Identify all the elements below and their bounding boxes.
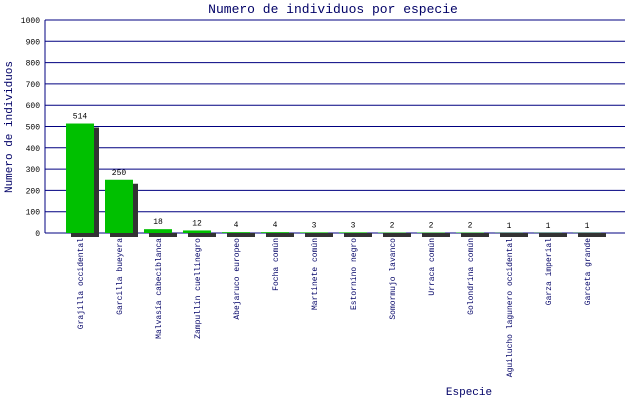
y-tick-label: 800 bbox=[26, 60, 41, 69]
data-label: 1 bbox=[585, 222, 590, 231]
chart-title: Numero de individuos por especie bbox=[208, 2, 458, 17]
bar bbox=[66, 123, 94, 233]
bar-shadow bbox=[305, 233, 333, 237]
x-tick-label: Zampullín cuellinegro bbox=[194, 238, 203, 339]
y-tick-label: 500 bbox=[26, 124, 41, 133]
y-tick-label: 900 bbox=[26, 38, 41, 47]
bar-shadow bbox=[461, 233, 489, 237]
data-label: 2 bbox=[468, 222, 473, 231]
x-tick-label: Garcilla bueyera bbox=[116, 238, 125, 315]
y-tick-label: 600 bbox=[26, 102, 41, 111]
y-tick-label: 0 bbox=[35, 230, 40, 239]
bar bbox=[261, 232, 289, 233]
x-tick-label: Estornino negro bbox=[350, 238, 359, 310]
y-tick-label: 100 bbox=[26, 209, 41, 218]
bar-shadow bbox=[344, 233, 372, 237]
x-tick-label: Aguilucho lagunero occidental bbox=[506, 238, 515, 377]
x-axis-label: Especie bbox=[446, 387, 492, 399]
bar-shadow bbox=[266, 233, 294, 237]
bar bbox=[300, 232, 328, 233]
bar-shadow bbox=[578, 233, 606, 237]
data-label: 18 bbox=[153, 218, 163, 227]
bar-shadow bbox=[188, 233, 216, 237]
data-label: 3 bbox=[351, 221, 356, 230]
x-tick-label: Abejaruco europeo bbox=[233, 238, 242, 320]
bar-shadow bbox=[383, 233, 411, 237]
data-label: 2 bbox=[429, 222, 434, 231]
bar-shadow bbox=[500, 233, 528, 237]
bar bbox=[144, 229, 172, 233]
data-label: 3 bbox=[312, 221, 317, 230]
bar-shadow bbox=[149, 233, 177, 237]
y-tick-label: 200 bbox=[26, 187, 41, 196]
x-tick-label: Garza imperial bbox=[545, 238, 554, 305]
bar bbox=[339, 232, 367, 233]
bar bbox=[105, 179, 133, 233]
x-tick-label: Focha común bbox=[272, 238, 281, 291]
x-tick-label: Garceta grande bbox=[584, 238, 593, 305]
data-label: 514 bbox=[73, 113, 88, 122]
x-tick-label: Somormujo lavanco bbox=[389, 238, 398, 320]
data-label: 1 bbox=[546, 222, 551, 231]
y-tick-label: 700 bbox=[26, 81, 41, 90]
data-label: 4 bbox=[234, 221, 239, 230]
bar bbox=[222, 232, 250, 233]
y-axis-label: Numero de individuos bbox=[4, 61, 16, 193]
x-tick-label: Grajilla occidental bbox=[77, 238, 86, 329]
y-tick-label: 400 bbox=[26, 145, 41, 154]
bar-shadow bbox=[539, 233, 567, 237]
y-tick-label: 300 bbox=[26, 166, 41, 175]
bar-shadow bbox=[422, 233, 450, 237]
data-label: 4 bbox=[273, 221, 278, 230]
bar bbox=[183, 230, 211, 233]
x-tick-label: Malvasía cabeciblanca bbox=[155, 238, 164, 339]
data-label: 250 bbox=[112, 169, 127, 178]
data-label: 12 bbox=[192, 219, 202, 228]
data-label: 2 bbox=[390, 222, 395, 231]
x-tick-label: Golondrina común bbox=[467, 238, 476, 315]
y-tick-label: 1000 bbox=[21, 17, 40, 26]
x-tick-label: Martinete común bbox=[311, 238, 320, 310]
x-tick-label: Urraca común bbox=[428, 238, 437, 296]
bar-shadow bbox=[227, 233, 255, 237]
data-label: 1 bbox=[507, 222, 512, 231]
